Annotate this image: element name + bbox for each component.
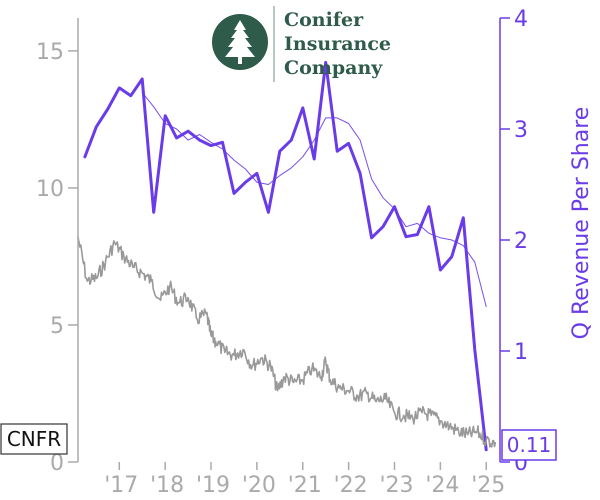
series-line-thin [141,91,487,308]
right-tick-label: 2 [514,229,528,254]
x-tick-label: '23 [379,473,413,498]
last-value-box [501,429,557,461]
ticker-box [0,423,68,455]
left-tick-label: 10 [36,177,64,202]
x-tick-label: '18 [150,473,184,498]
logo-line-2: Insurance [284,33,391,55]
series-line-price [77,236,497,448]
x-tick-label: '24 [425,473,459,498]
company-logo: Conifer Insurance Company [212,6,391,82]
x-tick-label: '25 [471,473,505,498]
right-tick-label: 4 [514,7,528,32]
right-tick-label: 3 [514,118,528,143]
right-tick-label: 1 [514,340,528,365]
pine-tree-shape [225,20,255,64]
labels: Q Revenue Per Share 05101501234'17'18'19… [36,7,594,498]
left-tick-label: 5 [50,314,64,339]
ticker-badge: CNFR [0,423,68,455]
ticker-label: CNFR [7,427,61,451]
x-tick-label: '17 [104,473,138,498]
x-tick-label: '20 [242,473,276,498]
x-tick-label: '19 [196,473,230,498]
last-value-badge: 0.11 [501,429,557,461]
left-tick-label: 0 [50,451,64,476]
left-tick-label: 15 [36,40,64,65]
logo-line-3: Company [284,57,383,79]
last-value-label: 0.11 [507,433,552,457]
series-layer [77,60,497,452]
logo-line-1: Conifer [284,9,364,31]
series-line-thick [83,60,488,452]
axes [68,17,510,470]
right-axis-label: Q Revenue Per Share [569,107,594,340]
x-tick-label: '22 [334,473,368,498]
x-tick-label: '21 [288,473,322,498]
